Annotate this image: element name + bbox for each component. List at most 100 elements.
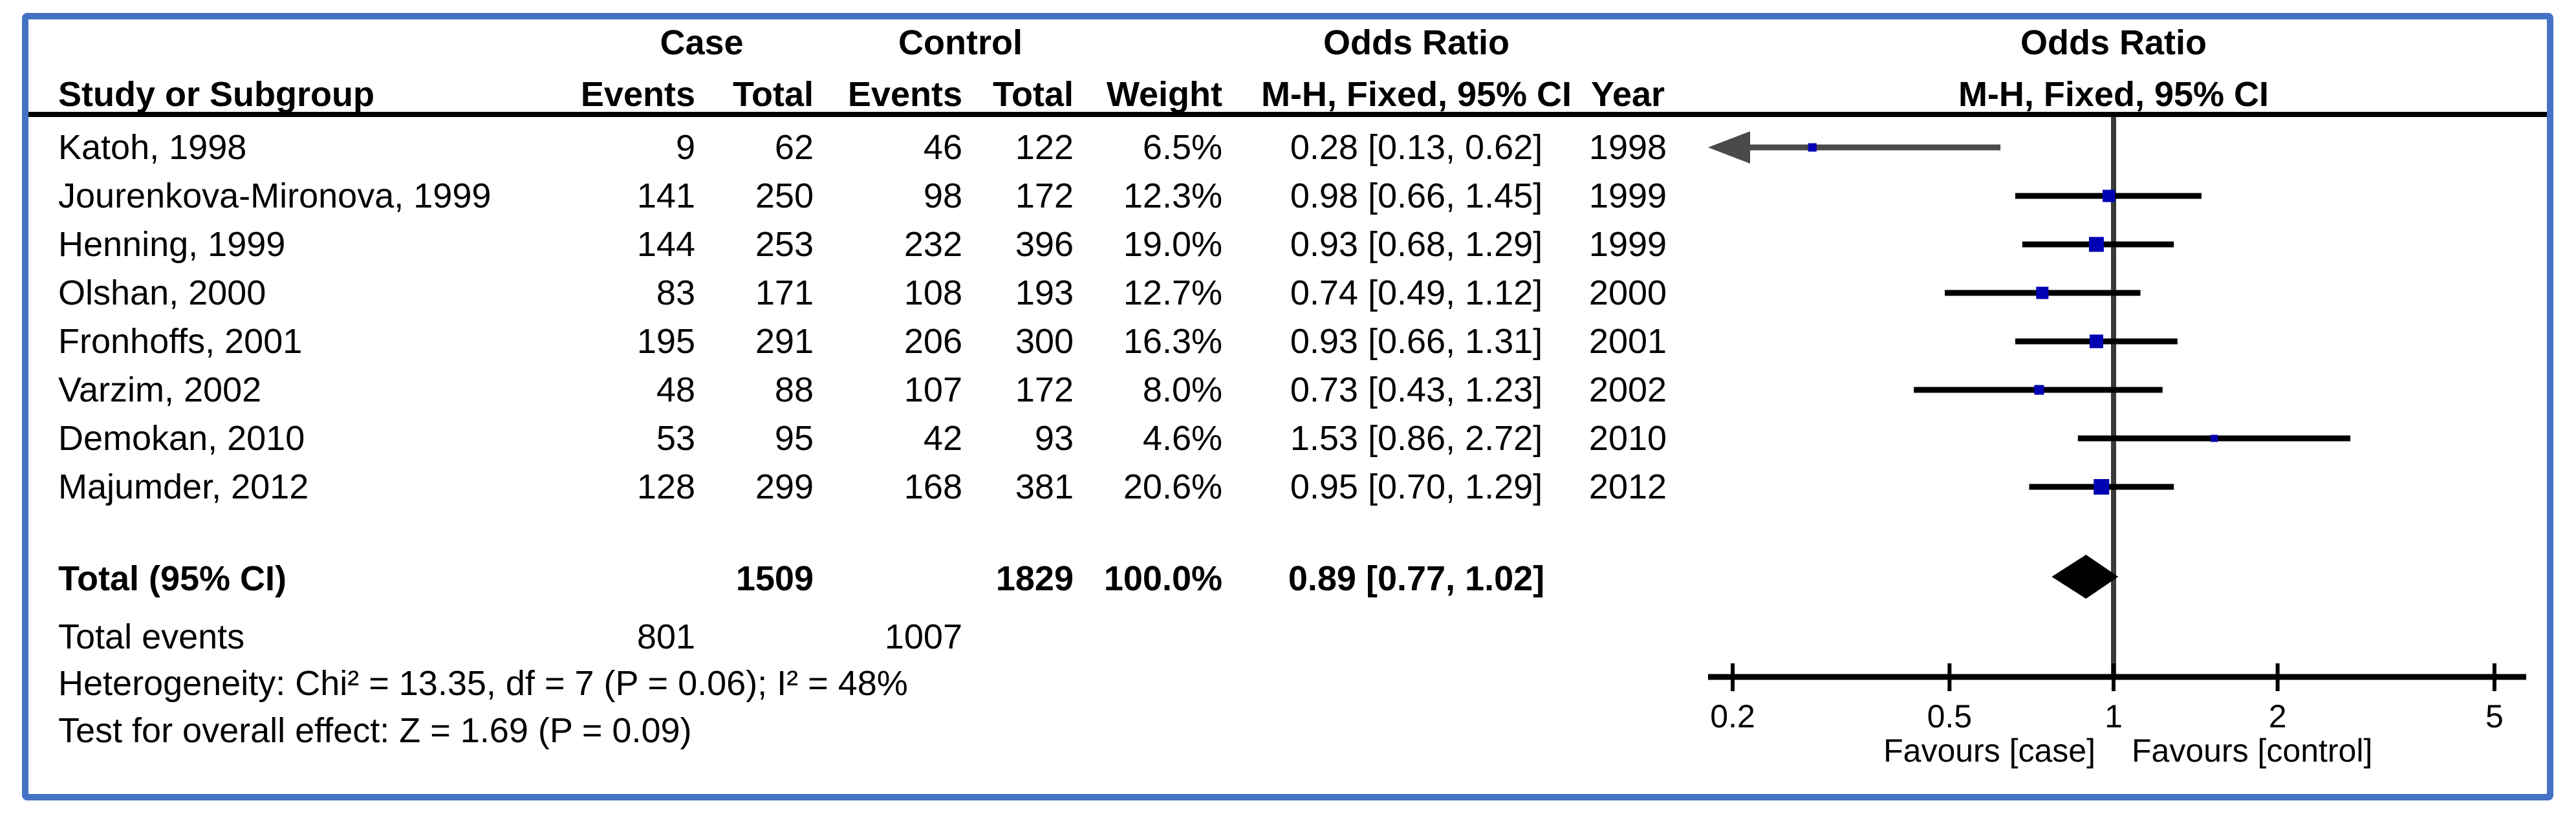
year-value: 2012 [1588,467,1667,506]
case-events-value: 9 [675,128,695,167]
header-mh-fixed-ci: M-H, Fixed, 95% CI [1261,75,1572,114]
effect-square [1808,143,1817,152]
effect-square [2103,189,2116,202]
case-events-value: 53 [656,419,695,458]
axis-tick-label: 1 [2105,698,2123,734]
or-ci-value: 0.74 [0.49, 1.12] [1290,273,1543,312]
effect-square [2094,479,2110,495]
figure-border [22,13,2553,800]
control-events-value: 46 [923,128,962,167]
summary-diamond [2051,555,2119,599]
or-ci-value: 0.28 [0.13, 0.62] [1290,128,1543,167]
case-total-value: 88 [774,370,814,409]
total-weight: 100.0% [1103,559,1222,598]
year-value: 2001 [1588,322,1667,361]
study-name: Jourenkova-Mironova, 1999 [58,177,492,215]
header-underline [28,112,2547,117]
study-name: Henning, 1999 [58,225,286,264]
axis-tick-label: 0.5 [1927,698,1973,734]
study-name: Fronhoffs, 2001 [58,322,303,361]
control-total-value: 93 [1034,419,1074,458]
total-or-ci: 0.89 [0.77, 1.02] [1288,559,1545,598]
case-events-value: 141 [636,177,695,215]
weight-value: 20.6% [1123,467,1222,506]
favours-case-label: Favours [case] [1883,733,2095,769]
favours-control-label: Favours [control] [2132,733,2372,769]
case-events-value: 195 [636,322,695,361]
year-value: 2002 [1588,370,1667,409]
axis-tick-label: 5 [2485,698,2504,734]
study-name: Majumder, 2012 [58,467,309,506]
control-events-value: 108 [904,273,962,312]
study-name: Demokan, 2010 [58,419,305,458]
control-events-value: 168 [904,467,962,506]
weight-value: 12.3% [1123,177,1222,215]
control-total-value: 193 [1015,273,1074,312]
case-total-value: 171 [755,273,814,312]
overall-effect-test: Test for overall effect: Z = 1.69 (P = 0… [58,711,692,750]
header-study-or-subgroup: Study or Subgroup [58,75,374,114]
total-label: Total (95% CI) [58,559,287,598]
header-weight: Weight [1107,75,1222,114]
control-total-value: 396 [1015,225,1074,264]
axis-tick-label: 2 [2269,698,2287,734]
case-total-value: 299 [755,467,814,506]
axis-tick-label: 0.2 [1710,698,1755,734]
total-control-total: 1829 [995,559,1074,598]
case-total-value: 95 [774,419,814,458]
effect-square [2211,434,2218,442]
total-events-case: 801 [636,617,695,656]
or-ci-value: 1.53 [0.86, 2.72] [1290,419,1543,458]
weight-value: 16.3% [1123,322,1222,361]
header-plot-mh-fixed-ci: M-H, Fixed, 95% CI [1958,75,2269,114]
control-total-value: 172 [1015,370,1074,409]
or-ci-value: 0.73 [0.43, 1.23] [1290,370,1543,409]
header-year: Year [1590,75,1665,114]
or-ci-value: 0.93 [0.68, 1.29] [1290,225,1543,264]
total-case-total: 1509 [735,559,814,598]
case-events-value: 128 [636,467,695,506]
total-events-control: 1007 [884,617,962,656]
arrow-left [1708,131,1750,164]
year-value: 2000 [1588,273,1667,312]
effect-square [2088,237,2104,252]
control-events-value: 98 [923,177,962,215]
header-control-events: Events [847,75,962,114]
control-total-value: 172 [1015,177,1074,215]
effect-square [2036,286,2049,299]
control-total-value: 300 [1015,322,1074,361]
or-ci-value: 0.93 [0.66, 1.31] [1290,322,1543,361]
case-total-value: 250 [755,177,814,215]
control-events-value: 232 [904,225,962,264]
case-total-value: 291 [755,322,814,361]
control-events-value: 206 [904,322,962,361]
effect-square [2089,334,2103,348]
year-value: 1999 [1588,177,1667,215]
case-events-value: 48 [656,370,695,409]
study-name: Katoh, 1998 [58,128,247,167]
or-ci-value: 0.95 [0.70, 1.29] [1290,467,1543,506]
case-total-value: 253 [755,225,814,264]
weight-value: 6.5% [1142,128,1222,167]
weight-value: 12.7% [1123,273,1222,312]
weight-value: 8.0% [1142,370,1222,409]
control-total-value: 381 [1015,467,1074,506]
header-odds-ratio: Odds Ratio [1323,23,1510,62]
control-events-value: 42 [923,419,962,458]
weight-value: 4.6% [1142,419,1222,458]
or-ci-value: 0.98 [0.66, 1.45] [1290,177,1543,215]
weight-value: 19.0% [1123,225,1222,264]
case-total-value: 62 [774,128,814,167]
effect-square [2034,385,2044,395]
header-case-events: Events [580,75,695,114]
year-value: 1998 [1588,128,1667,167]
header-control-total: Total [993,75,1074,114]
study-name: Varzim, 2002 [58,370,262,409]
header-control-group: Control [898,23,1023,62]
study-name: Olshan, 2000 [58,273,266,312]
total-events-label: Total events [58,617,245,656]
control-total-value: 122 [1015,128,1074,167]
case-events-value: 144 [636,225,695,264]
